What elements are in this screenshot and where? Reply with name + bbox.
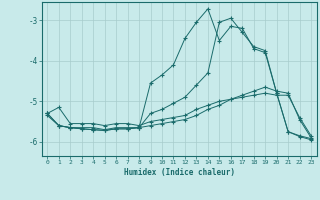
X-axis label: Humidex (Indice chaleur): Humidex (Indice chaleur)	[124, 168, 235, 177]
